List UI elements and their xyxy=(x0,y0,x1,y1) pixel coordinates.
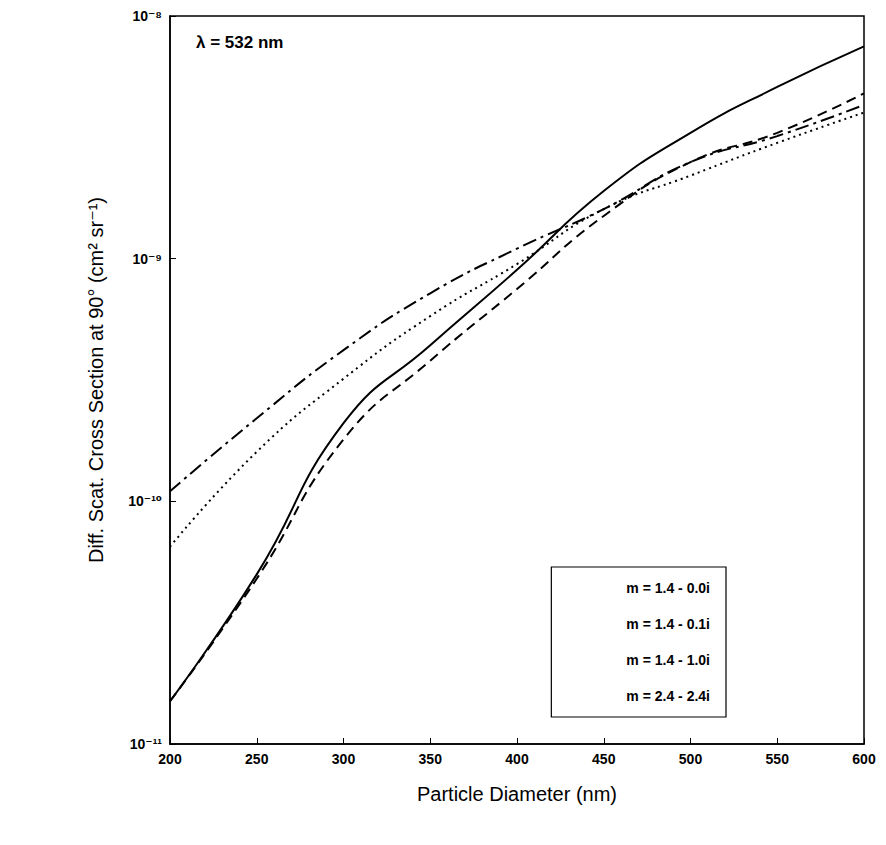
svg-text:Diff. Scat. Cross Section at 9: Diff. Scat. Cross Section at 90° (cm² sr… xyxy=(85,197,107,563)
svg-text:m = 1.4 - 0.1i: m = 1.4 - 0.1i xyxy=(626,616,710,632)
svg-text:350: 350 xyxy=(419,751,443,767)
svg-text:550: 550 xyxy=(766,751,790,767)
svg-text:m = 1.4 - 0.0i: m = 1.4 - 0.0i xyxy=(626,580,710,596)
svg-text:Particle Diameter (nm): Particle Diameter (nm) xyxy=(417,783,617,805)
svg-text:m = 2.4 - 2.4i: m = 2.4 - 2.4i xyxy=(626,688,710,704)
svg-text:10⁻⁸: 10⁻⁸ xyxy=(132,8,162,24)
svg-text:10⁻¹¹: 10⁻¹¹ xyxy=(130,736,163,752)
svg-text:450: 450 xyxy=(592,751,616,767)
svg-text:300: 300 xyxy=(332,751,356,767)
svg-text:λ = 532 nm: λ = 532 nm xyxy=(196,33,283,52)
svg-text:10⁻⁹: 10⁻⁹ xyxy=(132,251,162,267)
svg-text:200: 200 xyxy=(158,751,182,767)
svg-text:600: 600 xyxy=(852,751,876,767)
svg-text:500: 500 xyxy=(679,751,703,767)
svg-text:400: 400 xyxy=(505,751,529,767)
svg-text:m = 1.4 - 1.0i: m = 1.4 - 1.0i xyxy=(626,652,710,668)
svg-text:250: 250 xyxy=(245,751,269,767)
svg-text:10⁻¹⁰: 10⁻¹⁰ xyxy=(128,493,162,509)
